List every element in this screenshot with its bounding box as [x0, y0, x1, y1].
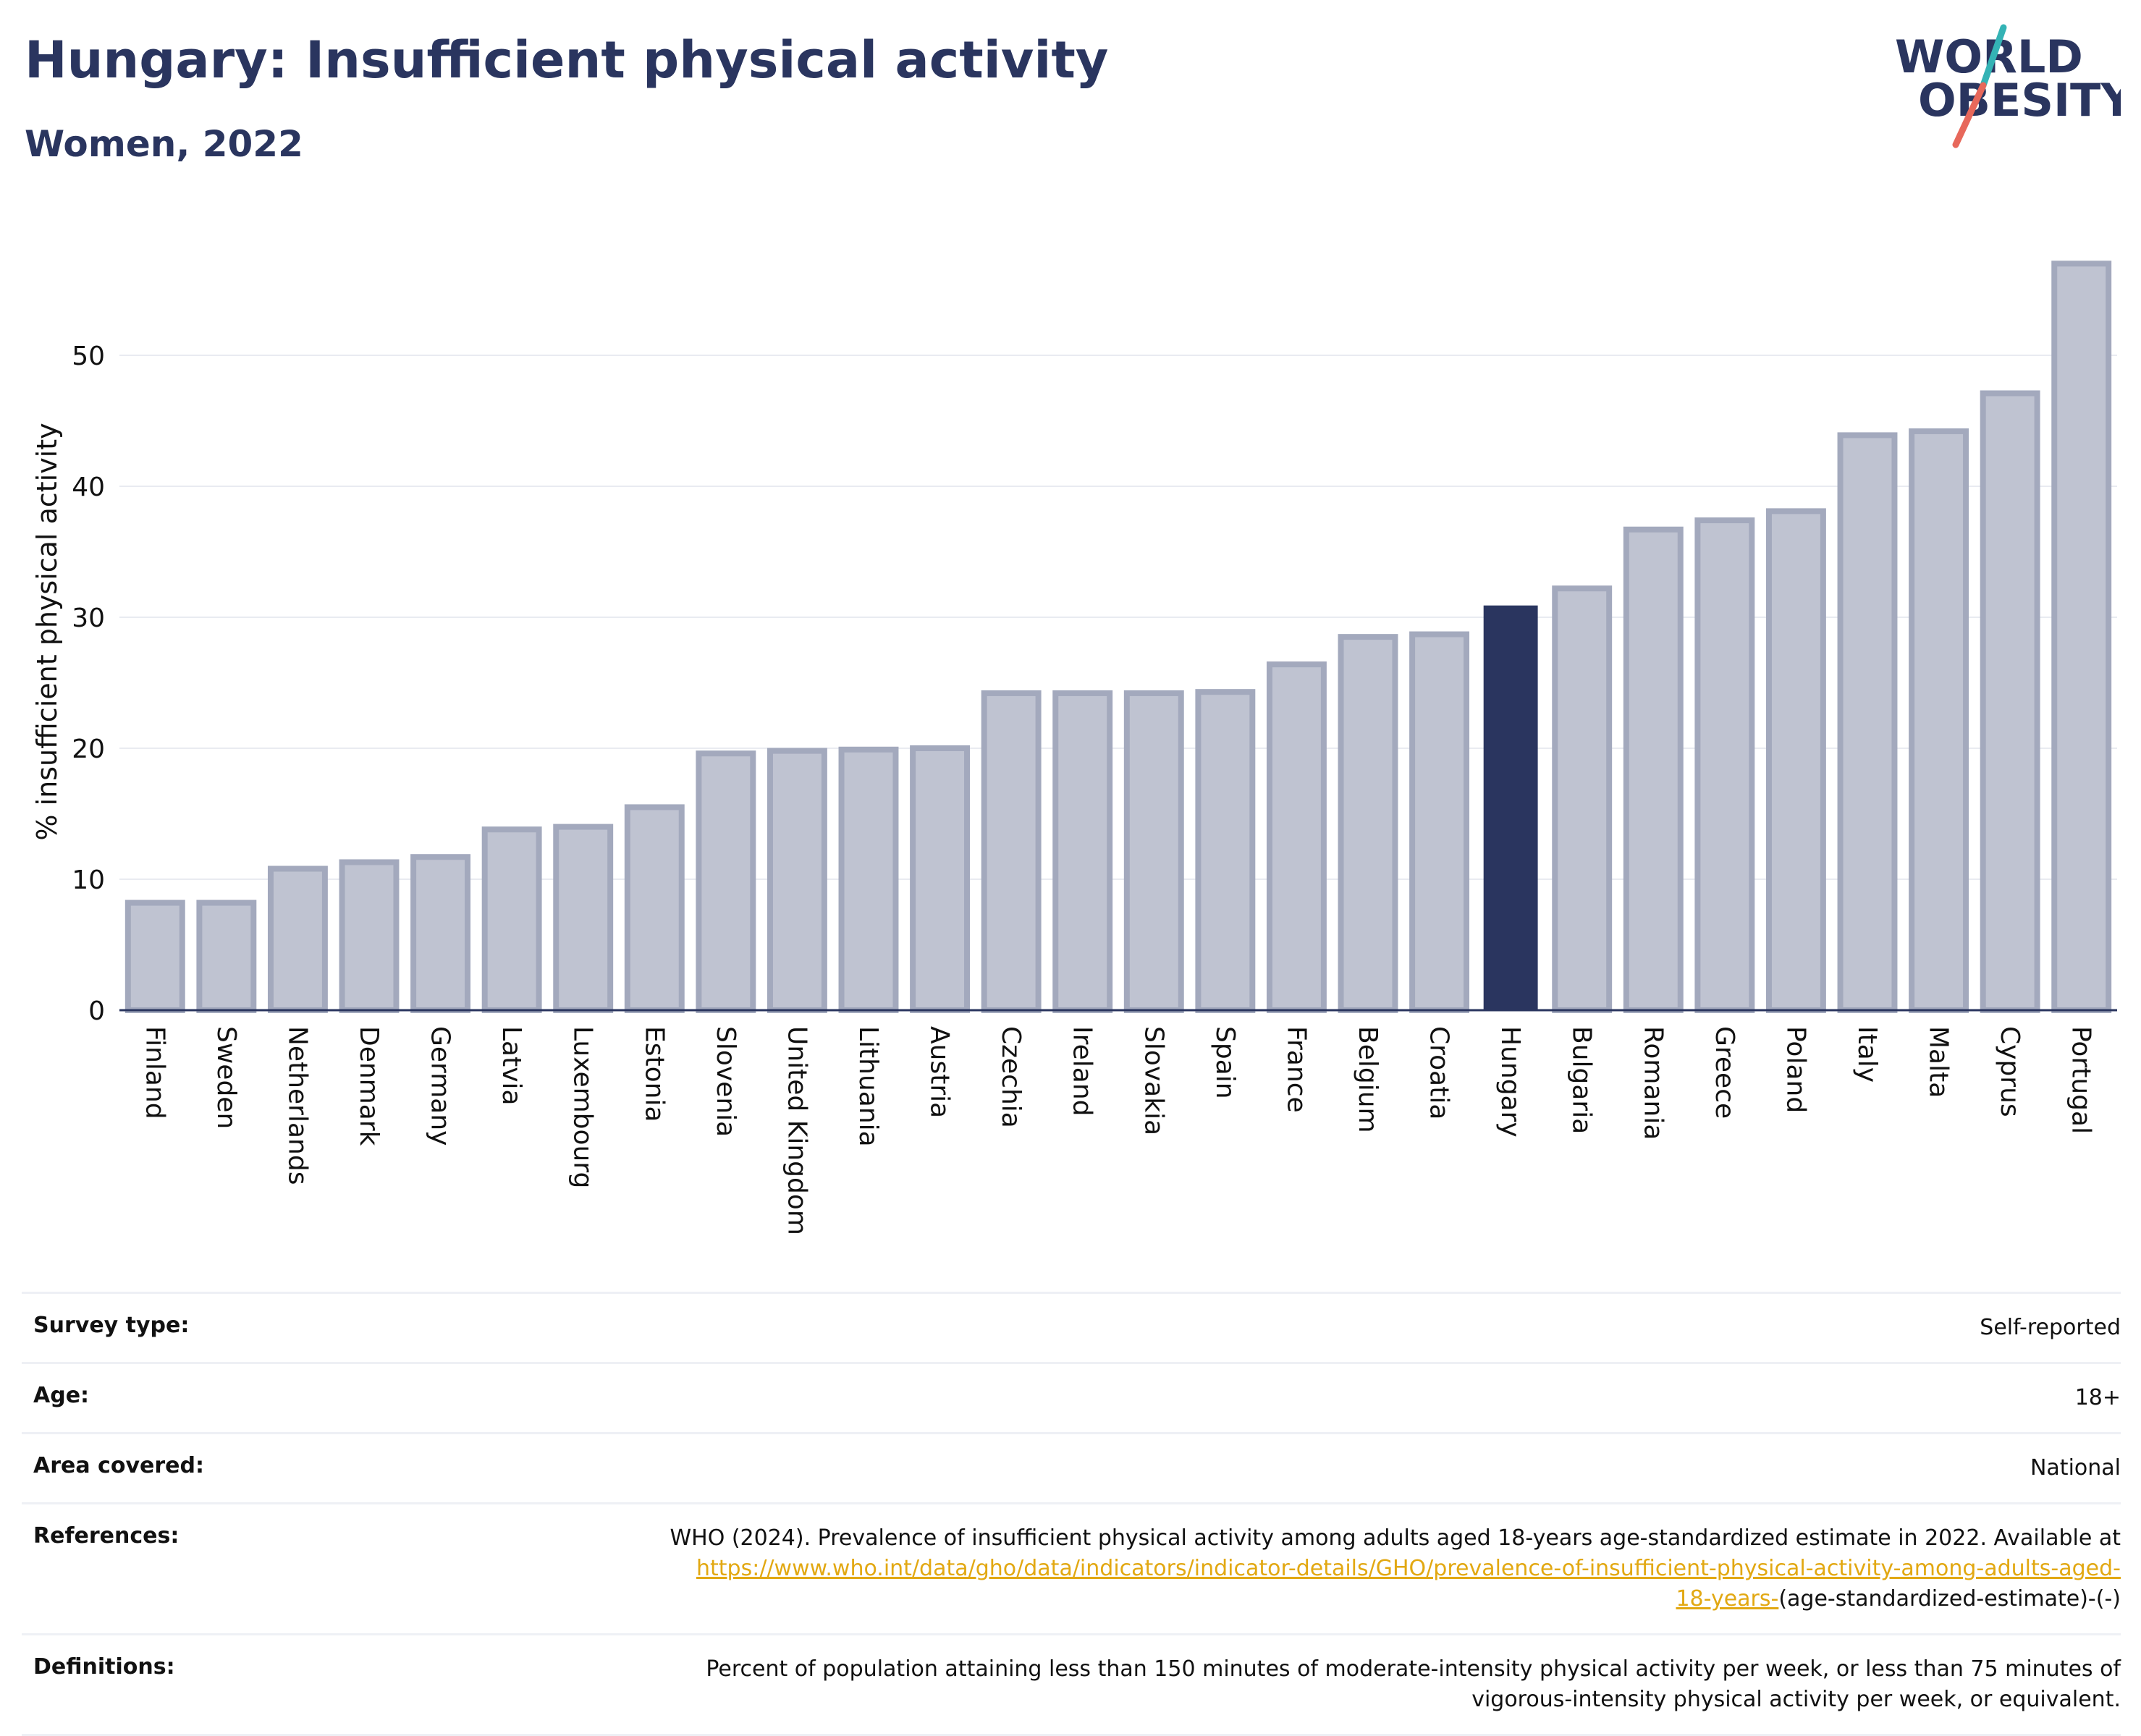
- bar-slovenia: [696, 750, 756, 1013]
- bar-romania: [1623, 526, 1684, 1014]
- references-text: WHO (2024). Prevalence of insufficient p…: [670, 1525, 2121, 1551]
- x-tick-label: Lithuania: [853, 1026, 883, 1147]
- bar-greece: [1694, 517, 1755, 1013]
- x-tick-label: France: [1281, 1026, 1311, 1113]
- bar-portugal: [2051, 261, 2112, 1013]
- x-tick-label: Malta: [1924, 1026, 1954, 1098]
- x-axis-ticks: Finland Sweden Netherlands Denmark Germany La…: [140, 1026, 2095, 1235]
- bar-latvia: [481, 826, 542, 1013]
- info-table: Survey type: Self-reported Age: 18+ Area…: [22, 1292, 2121, 1736]
- bar-chart: 0 10 20 30 40 50 Finland Sweden Netherlands Denm…: [31, 261, 2117, 1235]
- y-axis-ticks: 0 10 20 30 40 50: [72, 342, 105, 1026]
- x-tick-label: Germany: [426, 1026, 455, 1146]
- x-tick-label: Slovenia: [711, 1026, 740, 1137]
- references-link-continued[interactable]: 18-years-: [1676, 1586, 1779, 1612]
- y-tick-label: 10: [72, 865, 105, 895]
- logo-slash-teal: [1980, 24, 2007, 89]
- x-tick-label: Czechia: [996, 1026, 1026, 1128]
- definitions-line1: Percent of population attaining less tha…: [706, 1656, 2121, 1682]
- x-tick-label: Belgium: [1353, 1026, 1382, 1133]
- x-tick-label: Netherlands: [282, 1026, 312, 1185]
- info-label: Definitions:: [33, 1654, 175, 1680]
- bars: [124, 261, 2112, 1014]
- bar-ireland: [1052, 690, 1113, 1013]
- bar-netherlands: [267, 865, 328, 1014]
- info-value: WHO (2024). Prevalence of insufficient p…: [670, 1523, 2121, 1614]
- info-row-survey-type: Survey type: Self-reported: [22, 1292, 2121, 1362]
- info-label: Age:: [33, 1383, 90, 1408]
- bar-hungary: [1483, 605, 1538, 1010]
- info-value: National: [2030, 1455, 2121, 1481]
- bar-czechia: [981, 690, 1042, 1013]
- bar-luxembourg: [553, 823, 614, 1013]
- page-subtitle: Women, 2022: [25, 123, 303, 165]
- bar-france: [1266, 661, 1327, 1013]
- info-label: Area covered:: [33, 1453, 204, 1478]
- bar-united-kingdom: [767, 748, 827, 1013]
- y-tick-label: 40: [72, 473, 105, 502]
- x-tick-label: Bulgaria: [1567, 1026, 1597, 1134]
- bar-cyprus: [1980, 390, 2040, 1013]
- bar-croatia: [1409, 631, 1470, 1013]
- x-tick-label: Italy: [1852, 1026, 1882, 1083]
- x-tick-label: Finland: [140, 1026, 169, 1119]
- x-tick-label: Ireland: [1068, 1026, 1097, 1117]
- x-tick-label: Latvia: [497, 1026, 526, 1106]
- info-label: References:: [33, 1523, 180, 1549]
- y-tick-label: 50: [72, 342, 105, 371]
- info-row-area-covered: Area covered: National: [22, 1432, 2121, 1502]
- info-row-age: Age: 18+: [22, 1362, 2121, 1432]
- x-tick-label: Slovakia: [1139, 1026, 1168, 1135]
- x-tick-label: Portugal: [2066, 1026, 2096, 1134]
- page-title: Hungary: Insufficient physical activity: [25, 30, 1109, 90]
- info-value: Self-reported: [1980, 1315, 2121, 1340]
- x-tick-label: Estonia: [639, 1026, 669, 1122]
- logo-line2: OBESITY: [1918, 74, 2121, 127]
- bar-lithuania: [838, 746, 899, 1013]
- x-tick-label: Poland: [1781, 1026, 1810, 1113]
- y-tick-label: 30: [72, 604, 105, 633]
- bar-poland: [1765, 508, 1826, 1013]
- bar-denmark: [339, 859, 400, 1013]
- bar-malta: [1909, 428, 1969, 1014]
- x-tick-label: United Kingdom: [782, 1026, 811, 1235]
- definitions-line2: vigorous-intensity physical activity per…: [1471, 1687, 2121, 1712]
- info-value: 18+: [2074, 1385, 2121, 1410]
- x-tick-label: Greece: [1710, 1026, 1739, 1119]
- bar-belgium: [1338, 634, 1398, 1013]
- x-tick-label: Romania: [1638, 1026, 1668, 1140]
- logo-slash-coral: [1952, 82, 1987, 148]
- bar-slovakia: [1123, 690, 1184, 1013]
- bar-austria: [910, 745, 971, 1013]
- y-tick-label: 20: [72, 734, 105, 764]
- x-tick-label: Sweden: [211, 1026, 241, 1129]
- x-tick-label: Denmark: [354, 1026, 384, 1146]
- references-link[interactable]: https://www.who.int/data/gho/data/indica…: [696, 1556, 2121, 1581]
- x-tick-label: Hungary: [1495, 1026, 1525, 1138]
- x-tick-label: Croatia: [1424, 1026, 1454, 1119]
- x-tick-label: Cyprus: [1995, 1026, 2024, 1117]
- bar-bulgaria: [1552, 585, 1613, 1013]
- bar-spain: [1195, 689, 1256, 1013]
- bar-finland: [124, 899, 185, 1014]
- x-tick-label: Austria: [925, 1026, 955, 1118]
- info-row-references: References: WHO (2024). Prevalence of in…: [22, 1502, 2121, 1633]
- info-label: Survey type:: [33, 1313, 190, 1338]
- bar-germany: [410, 854, 471, 1013]
- info-value: Percent of population attaining less tha…: [706, 1654, 2121, 1715]
- references-suffix: (age-standardized-estimate)-(-): [1778, 1586, 2121, 1612]
- bar-estonia: [624, 804, 685, 1013]
- info-row-definitions: Definitions: Percent of population attai…: [22, 1633, 2121, 1736]
- y-tick-label: 0: [88, 996, 105, 1026]
- y-axis-label: % insufficient physical activity: [31, 423, 63, 840]
- bar-sweden: [196, 899, 257, 1014]
- world-obesity-logo: WORLD OBESITY: [1895, 24, 2121, 148]
- x-tick-label: Spain: [1210, 1026, 1240, 1099]
- x-tick-label: Luxembourg: [568, 1026, 598, 1188]
- bar-italy: [1837, 432, 1898, 1014]
